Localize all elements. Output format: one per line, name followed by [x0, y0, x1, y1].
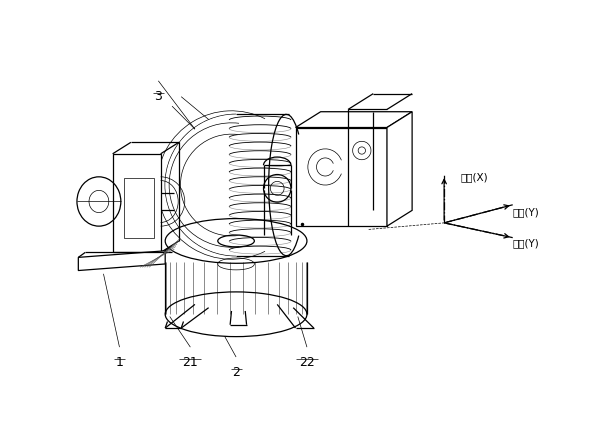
Polygon shape — [296, 112, 412, 128]
Polygon shape — [78, 251, 165, 271]
Text: 21: 21 — [182, 356, 198, 368]
Text: 22: 22 — [299, 356, 315, 368]
Polygon shape — [165, 115, 291, 256]
Polygon shape — [296, 128, 387, 227]
Text: 2: 2 — [232, 366, 240, 378]
Text: 1: 1 — [116, 356, 123, 368]
Text: 3: 3 — [155, 90, 162, 103]
Text: 轴向(X): 轴向(X) — [460, 171, 488, 181]
Text: 径向(Y): 径向(Y) — [513, 238, 539, 248]
Text: 切向(Y): 切向(Y) — [513, 207, 539, 217]
Polygon shape — [113, 155, 160, 253]
Polygon shape — [387, 112, 412, 227]
